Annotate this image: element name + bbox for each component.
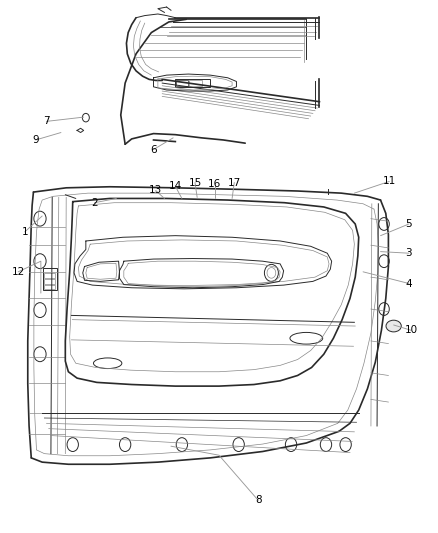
Text: 3: 3 xyxy=(406,248,412,258)
Bar xyxy=(175,79,210,87)
Text: 11: 11 xyxy=(383,176,396,187)
Bar xyxy=(44,285,55,289)
Text: 5: 5 xyxy=(406,219,412,229)
Bar xyxy=(43,268,57,290)
Text: 4: 4 xyxy=(406,279,412,288)
Bar xyxy=(44,273,55,278)
Text: 17: 17 xyxy=(228,177,241,188)
Ellipse shape xyxy=(386,320,401,332)
Text: 8: 8 xyxy=(255,495,261,505)
Text: 16: 16 xyxy=(208,179,221,189)
Text: 10: 10 xyxy=(405,325,418,335)
Text: 2: 2 xyxy=(91,198,98,208)
Text: 13: 13 xyxy=(149,185,162,196)
Text: 12: 12 xyxy=(11,267,25,277)
Text: 14: 14 xyxy=(169,181,182,191)
Text: 15: 15 xyxy=(188,177,201,188)
Text: 7: 7 xyxy=(43,116,50,126)
Bar xyxy=(44,279,55,284)
Bar xyxy=(189,80,201,86)
Text: 9: 9 xyxy=(32,135,39,145)
Text: 1: 1 xyxy=(21,227,28,237)
Text: 6: 6 xyxy=(150,144,157,155)
Bar xyxy=(176,80,188,86)
